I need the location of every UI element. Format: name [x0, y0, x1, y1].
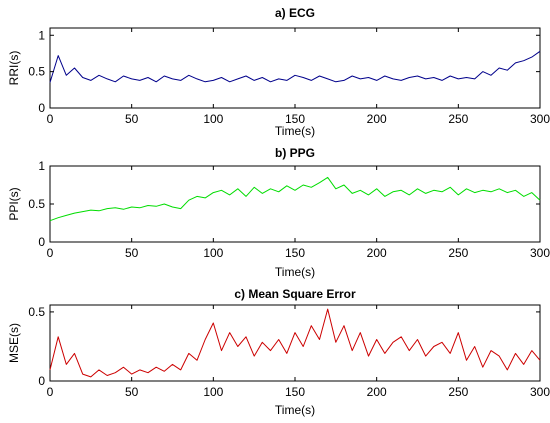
- panel-c-xtick-label: 100: [203, 385, 223, 399]
- panel-b-xtick-label: 150: [285, 246, 305, 260]
- panel-c-xtick-label: 250: [448, 385, 468, 399]
- panel-a-title: a) ECG: [275, 6, 315, 20]
- panel-a-ytick-label: 0.5: [28, 65, 45, 79]
- panel-a-ytick-label: 0: [38, 101, 45, 115]
- panel-a-xtick-label: 200: [367, 112, 387, 126]
- panel-b-xtick-label: 200: [367, 246, 387, 260]
- panel-c-xtick-label: 0: [47, 385, 54, 399]
- panel-b-series-layer: [49, 176, 541, 222]
- panel-a-xtick-label: 0: [47, 112, 54, 126]
- panel-c-title: c) Mean Square Error: [234, 287, 356, 301]
- panel-b-xtick-label: 50: [125, 246, 139, 260]
- panel-a-ytick-label: 1: [38, 28, 45, 42]
- panel-c-tick-layer: 0 50 100 150 200 250 300 0 0.5: [28, 305, 550, 399]
- panel-a-axes: [49, 27, 541, 109]
- panel-a-xlabel: Time(s): [275, 124, 315, 138]
- panel-a-xtick-label: 300: [530, 112, 550, 126]
- panel-a-xtick-label: 100: [203, 112, 223, 126]
- panel-b-ytick-label: 1: [38, 159, 45, 173]
- panel-b-ylabel: PPI(s): [7, 187, 21, 220]
- panel-b-tick-layer: 0 50 100 150 200 250 300 0 0.5 1: [28, 159, 550, 260]
- panel-b-title: b) PPG: [275, 146, 315, 160]
- panel-c-axes: [49, 304, 541, 382]
- panel-b-ytick-label: 0: [38, 235, 45, 249]
- panel-b: b) PPG 0 50 100 150 200 250 300 0 0.5 1 Time(s) P…: [7, 146, 550, 279]
- panel-c-xlabel: Time(s): [275, 403, 315, 417]
- panel-c-series-line-0: [49, 308, 541, 378]
- panel-b-xtick-label: 300: [530, 246, 550, 260]
- panel-c-ylabel: MSE(s): [7, 323, 21, 363]
- panel-a-xtick-label: 50: [125, 112, 139, 126]
- panel-b-xtick-label: 250: [448, 246, 468, 260]
- panel-c-xtick-label: 300: [530, 385, 550, 399]
- panel-a-ylabel: RRI(s): [7, 51, 21, 86]
- panel-b-xlabel: Time(s): [275, 265, 315, 279]
- panel-c-xtick-label: 150: [285, 385, 305, 399]
- panel-c: c) Mean Square Error 0 50 100 150 200 250 3000…: [7, 287, 550, 417]
- panel-c-ytick-label: 0.5: [28, 305, 45, 319]
- panel-a-series-layer: [49, 50, 541, 83]
- panel-a-series-line-0: [49, 50, 541, 83]
- panel-b-axes: [49, 165, 541, 243]
- panel-c-xtick-label: 200: [367, 385, 387, 399]
- panel-c-ytick-label: 0: [38, 374, 45, 388]
- panel-b-xtick-label: 0: [47, 246, 54, 260]
- panel-b-ytick-label: 0.5: [28, 197, 45, 211]
- panel-a: a) ECG 0 50 100 150 200 250 300 0 0.5 1 Time(s) R…: [7, 6, 550, 138]
- panel-a-xtick-label: 150: [285, 112, 305, 126]
- panel-b-xtick-label: 100: [203, 246, 223, 260]
- panel-a-xtick-label: 250: [448, 112, 468, 126]
- panel-a-tick-layer: 0 50 100 150 200 250 300 0 0.5 1: [28, 28, 550, 126]
- panel-b-series-line-0: [49, 176, 541, 222]
- panel-c-xtick-label: 50: [125, 385, 139, 399]
- panel-c-series-layer: [49, 308, 541, 378]
